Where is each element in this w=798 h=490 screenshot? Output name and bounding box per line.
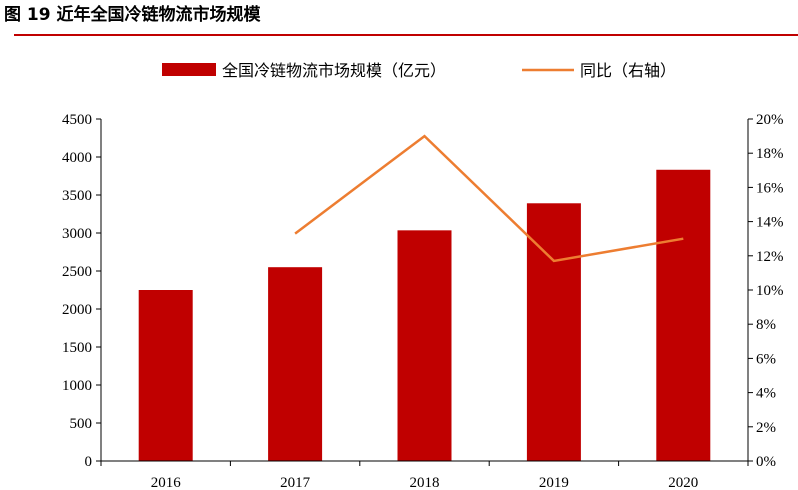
y-right-tick-label: 14%	[756, 215, 784, 231]
y-right-tick-label: 6%	[756, 351, 776, 367]
y-right-tick-label: 2%	[756, 420, 776, 436]
y-left-tick-label: 500	[70, 416, 93, 432]
legend-bar-swatch	[162, 63, 216, 76]
y-right-tick-label: 16%	[756, 180, 784, 196]
y-left-tick-label: 1500	[62, 340, 92, 356]
y-left-tick-label: 0	[85, 454, 93, 470]
x-tick-label: 2017	[280, 475, 311, 490]
y-right-tick-label: 8%	[756, 317, 776, 333]
legend-bar-label: 全国冷链物流市场规模（亿元）	[222, 61, 446, 80]
legend: 全国冷链物流市场规模（亿元） 同比（右轴）	[162, 61, 676, 80]
bar-2020	[656, 169, 711, 461]
bar-2016	[138, 290, 193, 461]
legend-line-label: 同比（右轴）	[580, 61, 676, 80]
y-left-tick-label: 4500	[62, 112, 92, 128]
y-right-tick-label: 4%	[756, 386, 776, 402]
y-left-tick-label: 4000	[62, 150, 92, 166]
bar-2017	[268, 267, 323, 461]
x-tick-label: 2019	[539, 475, 569, 490]
line-series	[294, 134, 684, 263]
y-right-tick-label: 0%	[756, 454, 776, 470]
y-left-tick-label: 3000	[62, 226, 92, 242]
y-right-tick-label: 18%	[756, 146, 784, 162]
x-tick-label: 2020	[668, 475, 698, 490]
y-right-tick-label: 10%	[756, 283, 784, 299]
x-tick-label: 2018	[410, 475, 440, 490]
figure-title: 图 19 近年全国冷链物流市场规模	[4, 5, 261, 25]
axes: 0 500 1000 1500 2000 2500 3000 3500 4000 4500 0% 2%…	[62, 112, 784, 490]
y-right-tick-label: 12%	[756, 249, 784, 265]
y-left-tick-label: 1000	[62, 378, 92, 394]
bars	[138, 169, 711, 461]
y-left-tick-label: 2000	[62, 302, 92, 318]
y-right-tick-label: 20%	[756, 112, 784, 128]
yoy-line	[294, 134, 684, 263]
x-tick-label: 2016	[151, 475, 182, 490]
bar-2019	[526, 203, 581, 461]
title-rule	[14, 34, 798, 36]
y-left-tick-label: 3500	[62, 188, 92, 204]
bar-2018	[397, 230, 452, 461]
y-left-tick-label: 2500	[62, 264, 92, 280]
